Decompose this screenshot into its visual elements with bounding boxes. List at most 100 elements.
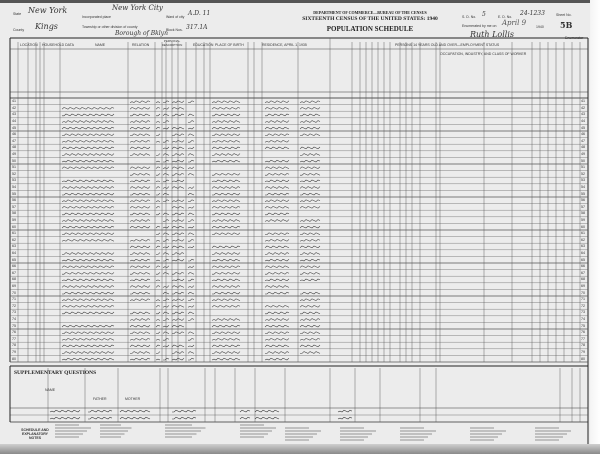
handwritten-entry [265,351,290,354]
township-value: Borough of Bklyn [115,30,168,37]
handwritten-entry [155,265,161,268]
handwritten-entry [187,192,195,196]
line-number: 48 [12,145,16,150]
line-number: 49 [12,152,16,156]
handwritten-entry [299,245,321,249]
handwritten-entry [129,107,151,110]
handwritten-entry [155,186,161,189]
line-number: 45 [12,125,16,130]
handwritten-entry [264,107,290,110]
handwritten-entry [61,298,115,301]
handwritten-entry [188,338,195,341]
handwritten-entry [211,140,241,143]
handwritten-entry [62,331,115,334]
handwritten-entry [156,133,161,136]
line-number: 57 [12,204,16,209]
line-number: 80 [12,356,16,361]
handwritten-entry [172,409,197,413]
handwritten-entry [62,153,115,156]
handwritten-entry [62,232,115,235]
handwritten-entry [211,285,241,288]
handwritten-entry [265,133,290,136]
handwritten-entry [265,252,290,255]
handwritten-entry [155,166,161,169]
handwritten-entry [212,192,241,196]
handwritten-entry [156,153,161,156]
line-number: 58 [581,211,585,216]
handwritten-entry [49,409,81,413]
handwritten-entry [211,245,241,249]
handwritten-entry [61,206,115,209]
handwritten-entry [155,206,161,209]
handwritten-entry [300,291,321,295]
handwritten-entry [162,245,170,249]
handwritten-entry [61,324,115,328]
handwritten-entry [163,338,170,341]
handwritten-entry [212,133,241,136]
handwritten-entry [129,265,151,268]
handwritten-entry [156,272,161,275]
handwritten-entry [61,219,115,222]
handwritten-entry [61,258,115,262]
line-number: 60 [12,224,16,229]
handwritten-entry [212,173,241,176]
handwritten-entry [212,252,241,255]
line-number: 46 [12,132,16,137]
handwritten-entry [337,416,353,420]
line-number: 78 [12,343,16,348]
handwritten-entry [156,252,161,255]
handwritten-entry [265,311,290,315]
handwritten-entry [171,179,185,183]
line-number: 79 [12,350,16,354]
line-number: 74 [12,317,16,321]
handwritten-entry [188,120,195,123]
handwritten-entry [187,133,195,136]
handwritten-entry [188,100,195,103]
handwritten-entry [62,192,115,196]
line-number: 77 [12,336,16,341]
handwritten-entry [162,192,170,196]
line-number: 67 [581,270,585,275]
handwritten-entry [155,107,161,110]
handwritten-entry [212,113,241,117]
handwritten-entry [129,285,151,288]
handwritten-entry [187,206,195,209]
handwritten-entry [187,285,195,288]
supp-father-col: FATHER [93,397,107,401]
handwritten-entry [163,357,170,361]
handwritten-entry [187,351,195,354]
handwritten-entry [171,126,185,130]
line-number: 42 [581,105,585,110]
line-number: 63 [581,244,585,249]
line-number: 62 [12,237,16,242]
ward-value: A.D. 11 [188,10,211,17]
col-birth: PLACE OF BIRTH [215,43,244,47]
line-number: 44 [12,119,16,123]
handwritten-entry [163,258,170,262]
department-heading: DEPARTMENT OF COMMERCE—BUREAU OF THE CEN… [313,10,427,15]
line-number: 45 [581,125,585,130]
handwritten-entry [187,146,195,150]
handwritten-entry [172,133,185,136]
line-number: 54 [12,185,16,189]
handwritten-entry [212,351,241,354]
handwritten-entry [171,225,185,229]
handwritten-entry [187,265,195,268]
sd-label: S. D. No. [462,15,477,19]
handwritten-entry [172,416,197,420]
ward-label: Ward of city [166,15,185,19]
handwritten-entry [129,179,151,183]
scan-border [0,0,600,3]
handwritten-entry [130,153,151,156]
handwritten-entry [211,159,241,163]
col-household: HOUSEHOLD DATA [42,43,74,47]
handwritten-entry [187,245,195,249]
handwritten-entry [211,298,241,301]
handwritten-entry [171,285,185,288]
line-number: 50 [581,158,585,163]
handwritten-entry [155,245,161,249]
handwritten-entry [172,311,185,315]
line-number: 55 [581,191,585,196]
handwritten-entry [239,409,251,413]
handwritten-entry [264,199,290,202]
